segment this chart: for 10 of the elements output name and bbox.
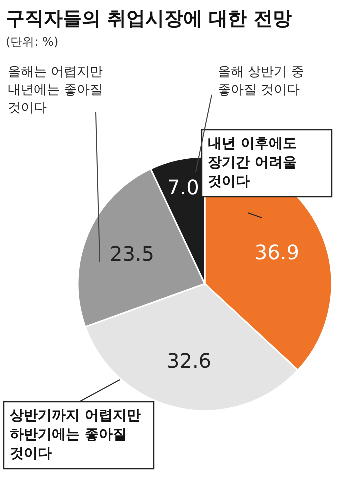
data-label: 7.0 <box>167 175 200 200</box>
slice-label: 올해는 어렵지만 내년에는 좋아질 것이다 <box>8 65 104 116</box>
slice-label: 올해 상반기 중 좋아질 것이다 <box>218 65 304 98</box>
chart-title: 구직자들의 취업시장에 대한 전망 <box>6 8 292 30</box>
chart-subtitle: (단위: %) <box>6 35 59 49</box>
data-label: 23.5 <box>110 242 155 266</box>
data-label: 36.9 <box>254 240 300 264</box>
data-label: 32.6 <box>167 349 212 374</box>
slice-label: 내년 이후에도 장기간 어려울 것이다 <box>208 136 297 190</box>
slice-label: 상반기까지 어렵지만 하반기에는 좋아질 것이다 <box>10 408 141 462</box>
